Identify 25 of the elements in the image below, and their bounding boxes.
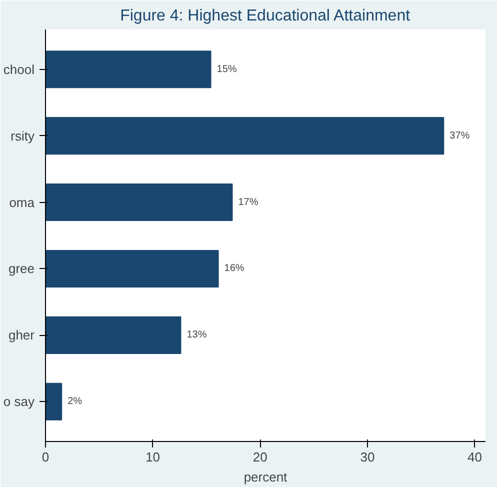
x-tick-label: 40	[468, 450, 482, 464]
x-tick-label: 10	[146, 450, 160, 464]
y-tick-label: gree	[8, 261, 35, 276]
bar	[46, 117, 444, 155]
x-tick-label: 0	[42, 450, 50, 464]
y-tick-label: oma	[9, 194, 36, 210]
y-tick-label: rsity	[10, 128, 35, 144]
bar	[46, 50, 212, 88]
chart-title: Figure 4: Highest Educational Attainment	[120, 8, 411, 24]
x-tick-label: 30	[360, 450, 375, 464]
data-label: 15%	[216, 64, 237, 75]
data-label: 2%	[68, 396, 82, 408]
x-axis-title: percent	[244, 470, 288, 484]
x-tick-label: 20	[252, 450, 268, 464]
data-label: 16%	[224, 263, 244, 274]
y-tick-label: gher	[8, 328, 36, 343]
data-label: 37%	[450, 130, 470, 142]
data-label: 13%	[186, 330, 207, 341]
bar	[46, 382, 62, 420]
bar	[46, 184, 233, 222]
y-tick-label: o say	[3, 394, 35, 410]
bar	[46, 316, 182, 354]
bar	[46, 250, 219, 288]
data-label: 17%	[238, 196, 258, 208]
y-tick-label: chool	[3, 62, 35, 77]
